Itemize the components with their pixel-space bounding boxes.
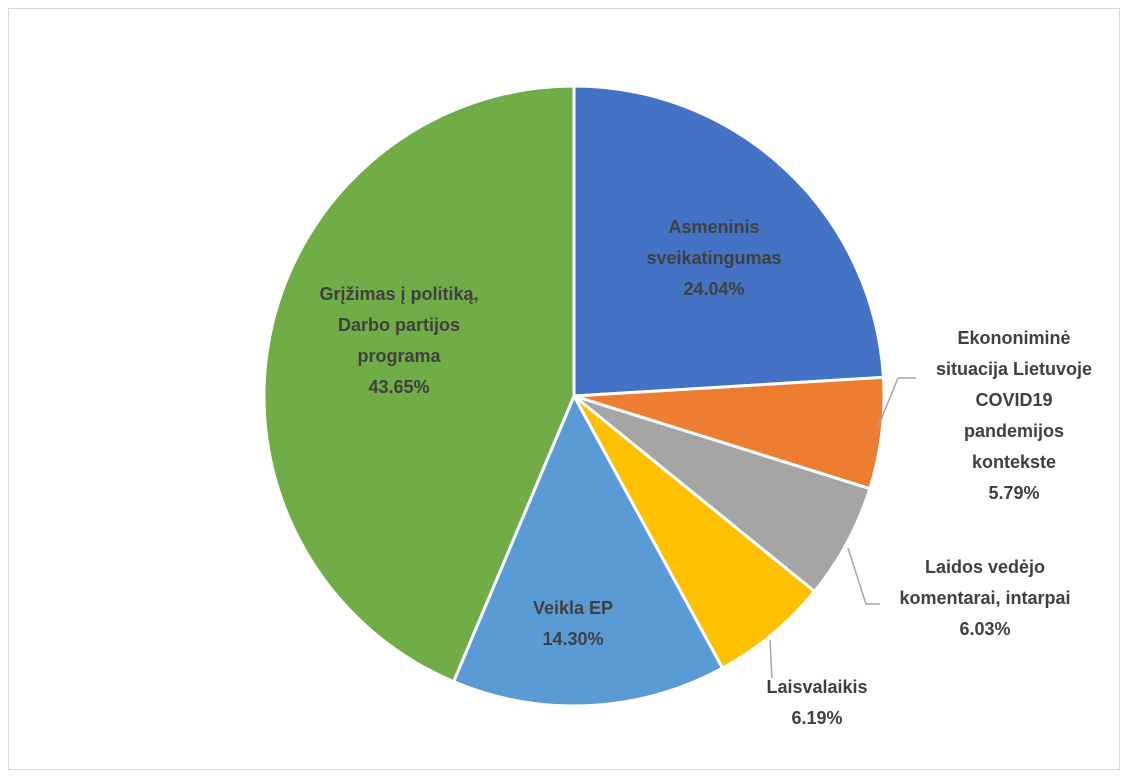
data-label-line: komentarai, intarpai (899, 588, 1070, 608)
pie-slice-4 (572, 394, 817, 670)
data-label-line: 6.03% (959, 619, 1010, 639)
data-label-line: Laidos vedėjo (925, 557, 1045, 577)
data-label-line: programa (357, 346, 441, 366)
data-label-line: Veikla EP (533, 598, 613, 618)
data-label-2: Ekononiminė situacija Lietuvoje COVID19 pan… (936, 328, 1092, 503)
data-label-1: Asmeninis sveikatingumas 24.04% (646, 217, 781, 299)
data-label-line: 5.79% (988, 483, 1039, 503)
leader-line-4 (769, 639, 773, 679)
data-label-line: situacija Lietuvoje (936, 359, 1092, 379)
data-label-line: Laisvalaikis (766, 677, 867, 697)
data-label-line: 14.30% (542, 629, 603, 649)
pie-slice-1 (572, 84, 885, 398)
data-label-line: 43.65% (368, 377, 429, 397)
data-label-line: kontekste (972, 452, 1056, 472)
data-label-line: Asmeninis (668, 217, 759, 237)
data-label-line: Grįžimas į politiką, (319, 284, 478, 304)
pie-slice-5 (452, 394, 724, 708)
data-label-line: sveikatingumas (646, 248, 781, 268)
pie-slices (262, 84, 886, 708)
data-label-4: Laisvalaikis 6.19% (766, 677, 867, 728)
leader-line-2 (877, 377, 916, 428)
data-labels: Asmeninis sveikatingumas 24.04% Ekononiminė… (319, 217, 1092, 728)
leader-line-3 (847, 547, 880, 605)
data-label-line: 6.19% (791, 708, 842, 728)
data-label-line: Ekononiminė (957, 328, 1070, 348)
data-label-3: Laidos vedėjo komentarai, intarpai 6.03% (899, 557, 1070, 639)
data-label-line: pandemijos (964, 421, 1064, 441)
pie-slice-3 (572, 394, 872, 593)
data-label-line: 24.04% (683, 279, 744, 299)
data-label-line: COVID19 (975, 390, 1052, 410)
data-label-line: Darbo partijos (338, 315, 460, 335)
data-label-5: Veikla EP 14.30% (533, 598, 613, 649)
pie-slice-6 (262, 84, 576, 684)
leader-lines (769, 377, 916, 679)
data-label-6: Grįžimas į politiką, Darbo partijos progra… (319, 284, 478, 397)
